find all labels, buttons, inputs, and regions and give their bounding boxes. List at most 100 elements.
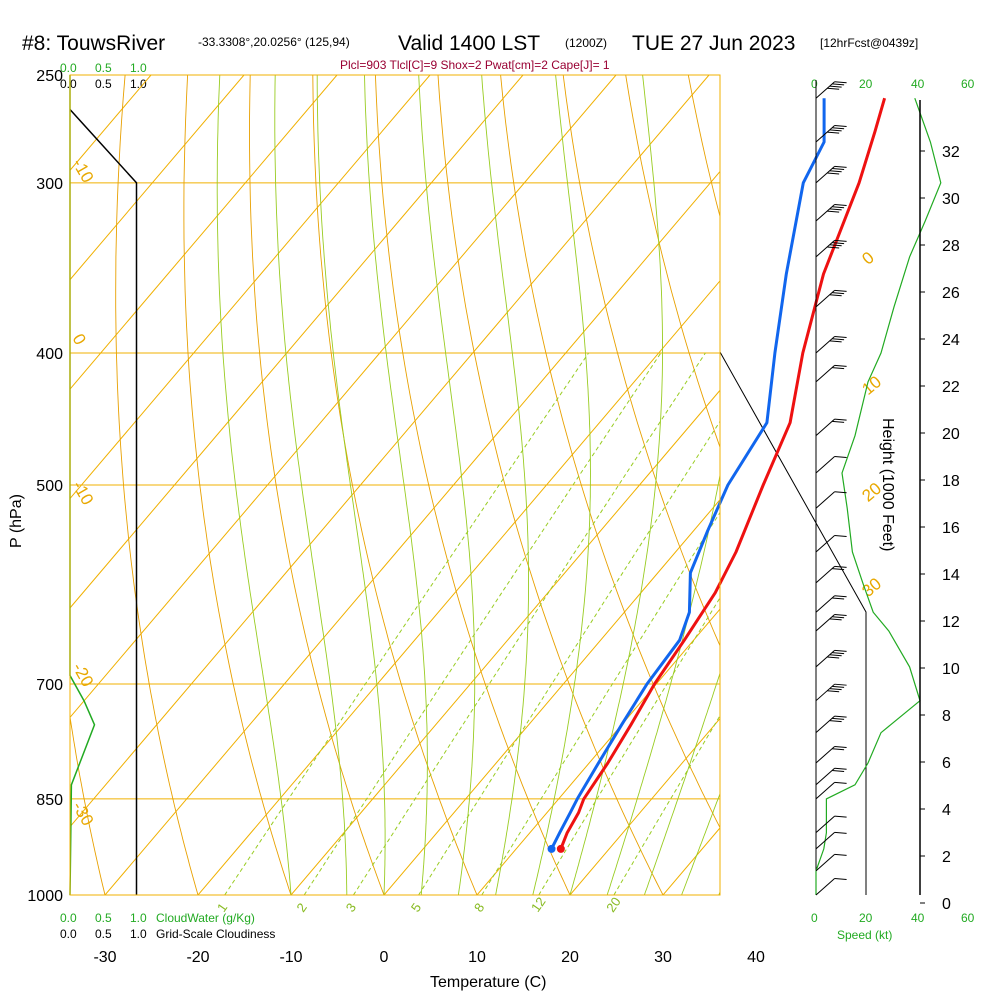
wind-barb-flag [832,83,845,86]
mixing-ratio-line [481,511,720,895]
wind-barb [815,650,835,668]
isotherm-line [476,608,720,895]
isotherm-line [290,389,720,895]
wind-barb-flag [829,294,842,297]
dewpoint-trace [550,98,826,850]
svg-text:60: 60 [961,77,975,91]
wind-barb-flag [834,683,847,686]
wind-barb [815,566,835,584]
height-tick-label: 14 [942,567,960,584]
moist-adiabat [274,75,348,895]
wind-barb [815,165,835,184]
wind-barb-flag [832,127,845,130]
moist-adiabat [643,671,720,895]
dry-adiabat [183,75,292,895]
isotherm-line [70,75,617,719]
wind-barb-flag [829,244,842,247]
wind-barb-flag [834,746,847,749]
pressure-tick-label: 1000 [27,888,63,905]
moist-adiabat [364,75,428,895]
wind-barb [815,535,835,553]
svg-text:1.0: 1.0 [130,911,147,925]
wind-barb [815,715,835,734]
wind-barb-flag [834,767,847,770]
wind-barb [815,204,835,222]
wind-barb [815,491,835,509]
svg-text:1.0: 1.0 [130,77,147,91]
wind-barb-flag [834,81,847,84]
wind-barb-flag [834,815,847,818]
temperature-tick-label: -10 [279,949,302,966]
mixing-ratio-label: 20 [603,894,624,914]
mixing-ratio-label: 3 [343,900,359,915]
wind-barb-flag [834,491,847,494]
station-title: #8: TouwsRiver [22,32,165,55]
grid-lines [70,75,1000,895]
moist-adiabat [316,75,386,895]
wind-barb-flag [829,618,842,621]
wind-barb-flag [832,367,845,370]
wind-barb-flag [832,168,845,171]
cloudiness-scale-top: 0.0 0.5 1.0 [60,77,147,91]
surface-temperature-marker [556,844,565,853]
wind-barb-flag [834,535,847,538]
isotherm-label-left: -20 [69,659,98,690]
svg-text:0: 0 [811,911,818,925]
cloudwater-scale-top: 0.0 0.5 1.0 [60,61,147,75]
zulu-time: (1200Z) [565,36,607,50]
wind-barb-flag [832,568,845,571]
wind-barb-flag [834,239,847,242]
isotherm-line [197,280,720,895]
wind-barb-flag [832,748,845,751]
wind-barb-flag [834,418,847,421]
wind-barb-flag [827,210,840,213]
wind-barb-flag [834,336,847,339]
wind-barb-flag [829,129,842,132]
svg-text:0.5: 0.5 [95,911,112,925]
wind-barb [815,81,835,99]
svg-text:40: 40 [911,77,925,91]
wind-barb-flag [834,853,847,856]
wind-barb [815,456,835,474]
wind-barb-flag [829,720,842,723]
height-tick-label: 22 [942,379,960,396]
forecast-date: TUE 27 Jun 2023 [632,32,795,55]
wind-barb-flag [829,170,842,173]
dry-adiabat [500,75,720,829]
wind-barb-flag [834,165,847,168]
height-tick-label: 28 [942,238,960,255]
wind-barb [815,614,835,632]
wind-barb-flag [827,172,840,175]
svg-text:0.0: 0.0 [60,911,77,925]
mixing-ratio-label: 8 [471,900,487,915]
mixing-ratio-line [303,352,662,895]
isotherm-line [104,170,720,895]
svg-text:0.0: 0.0 [60,61,77,75]
mixing-ratio-line [418,420,720,895]
svg-text:20: 20 [859,911,873,925]
wind-profile [815,80,942,896]
temperature-tick-label: 0 [380,949,389,966]
isotherm-line [70,75,338,390]
height-tick-label: 24 [942,332,960,349]
x-axis-label: Temperature (C) [430,974,546,991]
wind-barb-flag [829,688,842,691]
isotherm-label: 30 [858,574,885,601]
svg-text:0: 0 [811,77,818,91]
mixing-ratio-line [613,714,720,895]
wind-barb-flag [827,246,840,249]
valid-time: Valid 1400 LST [398,32,540,55]
pressure-tick-label: 700 [36,677,63,694]
mixing-ratio-label: 5 [408,900,424,915]
wind-speed-profile [815,97,942,895]
dry-adiabat [814,75,1000,895]
sounding-indices: Plcl=903 Tlcl[C]=9 Shox=2 Pwat[cm]=2 Cap… [340,58,610,72]
mixing-ratio-line [224,352,590,895]
temperature-tick-label: 20 [561,949,579,966]
wind-barb-flag [834,204,847,207]
wind-barb [815,595,835,613]
height-tick-label: 18 [942,473,960,490]
wind-barb-flag [827,131,840,134]
wind-barb-flag [834,595,847,598]
svg-text:0.5: 0.5 [95,61,112,75]
